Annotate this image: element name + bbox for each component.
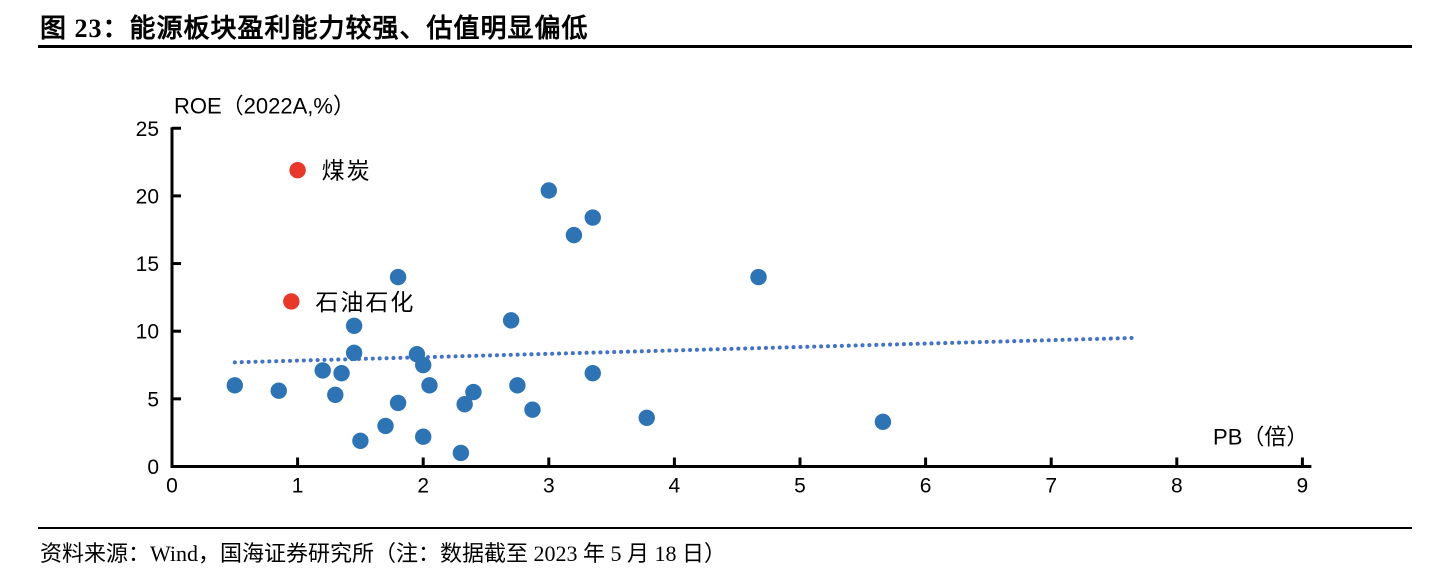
x-tick-label: 3: [543, 475, 555, 498]
data-point: [226, 377, 243, 394]
x-tick-label: 8: [1171, 475, 1183, 498]
data-point: [456, 396, 473, 413]
data-point: [565, 226, 583, 244]
y-axis-title: ROE（2022A,%）: [174, 93, 355, 118]
data-point: [389, 268, 407, 286]
data-point: [352, 432, 369, 449]
x-tick-label: 0: [166, 475, 178, 498]
data-point: [874, 413, 892, 431]
data-point: [750, 268, 767, 286]
data-point: [509, 377, 526, 394]
data-point: [333, 364, 350, 382]
data-point: [415, 428, 432, 445]
energy-point-label: 石油石化: [315, 290, 415, 315]
data-point: [377, 417, 394, 435]
data-point: [524, 401, 541, 418]
data-point: [502, 312, 520, 329]
energy-point-label: 煤炭: [322, 159, 372, 184]
trend-line: [232, 335, 1135, 365]
data-point: [270, 382, 287, 399]
y-tick-label: 10: [136, 321, 159, 344]
energy-point: [289, 161, 306, 179]
y-tick-label: 25: [136, 118, 159, 141]
data-point: [327, 386, 344, 403]
x-tick-label: 7: [1045, 475, 1057, 498]
x-tick-label: 9: [1297, 475, 1309, 498]
x-tick-label: 2: [417, 475, 429, 498]
data-point: [540, 182, 557, 199]
source-note: 资料来源：Wind，国海证券研究所（注：数据截至 2023 年 5 月 18 日…: [40, 541, 726, 566]
x-axis-title: PB（倍）: [1213, 425, 1308, 450]
x-tick-label: 1: [292, 475, 304, 498]
data-point: [584, 364, 601, 382]
figure-title: 图 23：能源板块盈利能力较强、估值明显偏低: [40, 14, 589, 43]
data-point: [421, 377, 438, 394]
data-point: [345, 317, 363, 334]
scatter-chart: 0 5 10 15 20 25 0 1 2 3 4 5 6 7 8 9 ROE（2022A,%） PB（倍） 煤炭石…: [136, 93, 1312, 498]
data-point: [452, 444, 470, 462]
x-tick-label: 4: [669, 475, 681, 498]
data-point: [389, 394, 407, 412]
data-point: [465, 383, 482, 401]
data-point: [345, 344, 363, 362]
x-tick-label: 5: [794, 475, 806, 498]
x-tick-label: 6: [920, 475, 932, 498]
y-tick-label: 5: [147, 388, 159, 411]
y-tick-label: 20: [136, 185, 159, 208]
title-divider: [38, 45, 1412, 48]
data-point: [314, 362, 331, 379]
energy-point: [283, 293, 300, 310]
data-point: [584, 209, 601, 226]
data-point: [415, 356, 432, 374]
data-point: [638, 409, 655, 426]
y-tick-label: 0: [147, 456, 159, 479]
y-tick-label: 15: [136, 253, 159, 276]
footer-divider: [38, 527, 1412, 529]
